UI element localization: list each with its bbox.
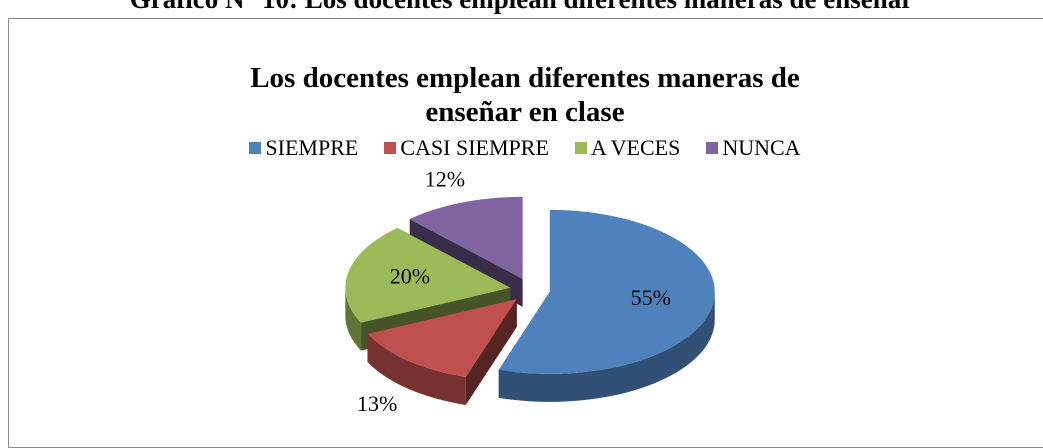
data-label: 13% xyxy=(357,391,397,416)
slice-side xyxy=(498,291,715,402)
legend-label: CASI SIEMPRE xyxy=(400,135,549,160)
slice xyxy=(367,299,517,377)
legend-item: CASI SIEMPRE xyxy=(384,135,549,161)
slice-group xyxy=(498,209,715,402)
slice xyxy=(345,227,511,323)
legend-swatch xyxy=(384,142,397,154)
legend-label: A VECES xyxy=(590,135,681,160)
legend: SIEMPRE CASI SIEMPRE A VECES NUNCA xyxy=(9,135,1041,161)
legend-swatch xyxy=(249,142,262,154)
data-label: 20% xyxy=(390,263,430,288)
chart-title: Los docentes emplean diferentes maneras … xyxy=(250,62,800,128)
slice-side xyxy=(345,287,362,351)
data-label: 12% xyxy=(425,166,465,191)
chart-title-box: Los docentes emplean diferentes maneras … xyxy=(9,61,1041,129)
slice xyxy=(409,196,523,279)
legend-swatch xyxy=(574,142,587,154)
legend-item: SIEMPRE xyxy=(249,135,358,161)
legend-label: SIEMPRE xyxy=(265,135,359,160)
legend-item: A VECES xyxy=(574,135,681,161)
slice xyxy=(498,209,715,374)
legend-label: NUNCA xyxy=(722,135,801,160)
slice-group xyxy=(367,299,517,405)
data-label: 55% xyxy=(631,285,671,310)
legend-item: NUNCA xyxy=(706,135,801,161)
caption: Gráfico N° 10: Los docentes emplean dife… xyxy=(0,0,1043,15)
legend-swatch xyxy=(706,142,719,154)
slice-side xyxy=(367,333,466,405)
